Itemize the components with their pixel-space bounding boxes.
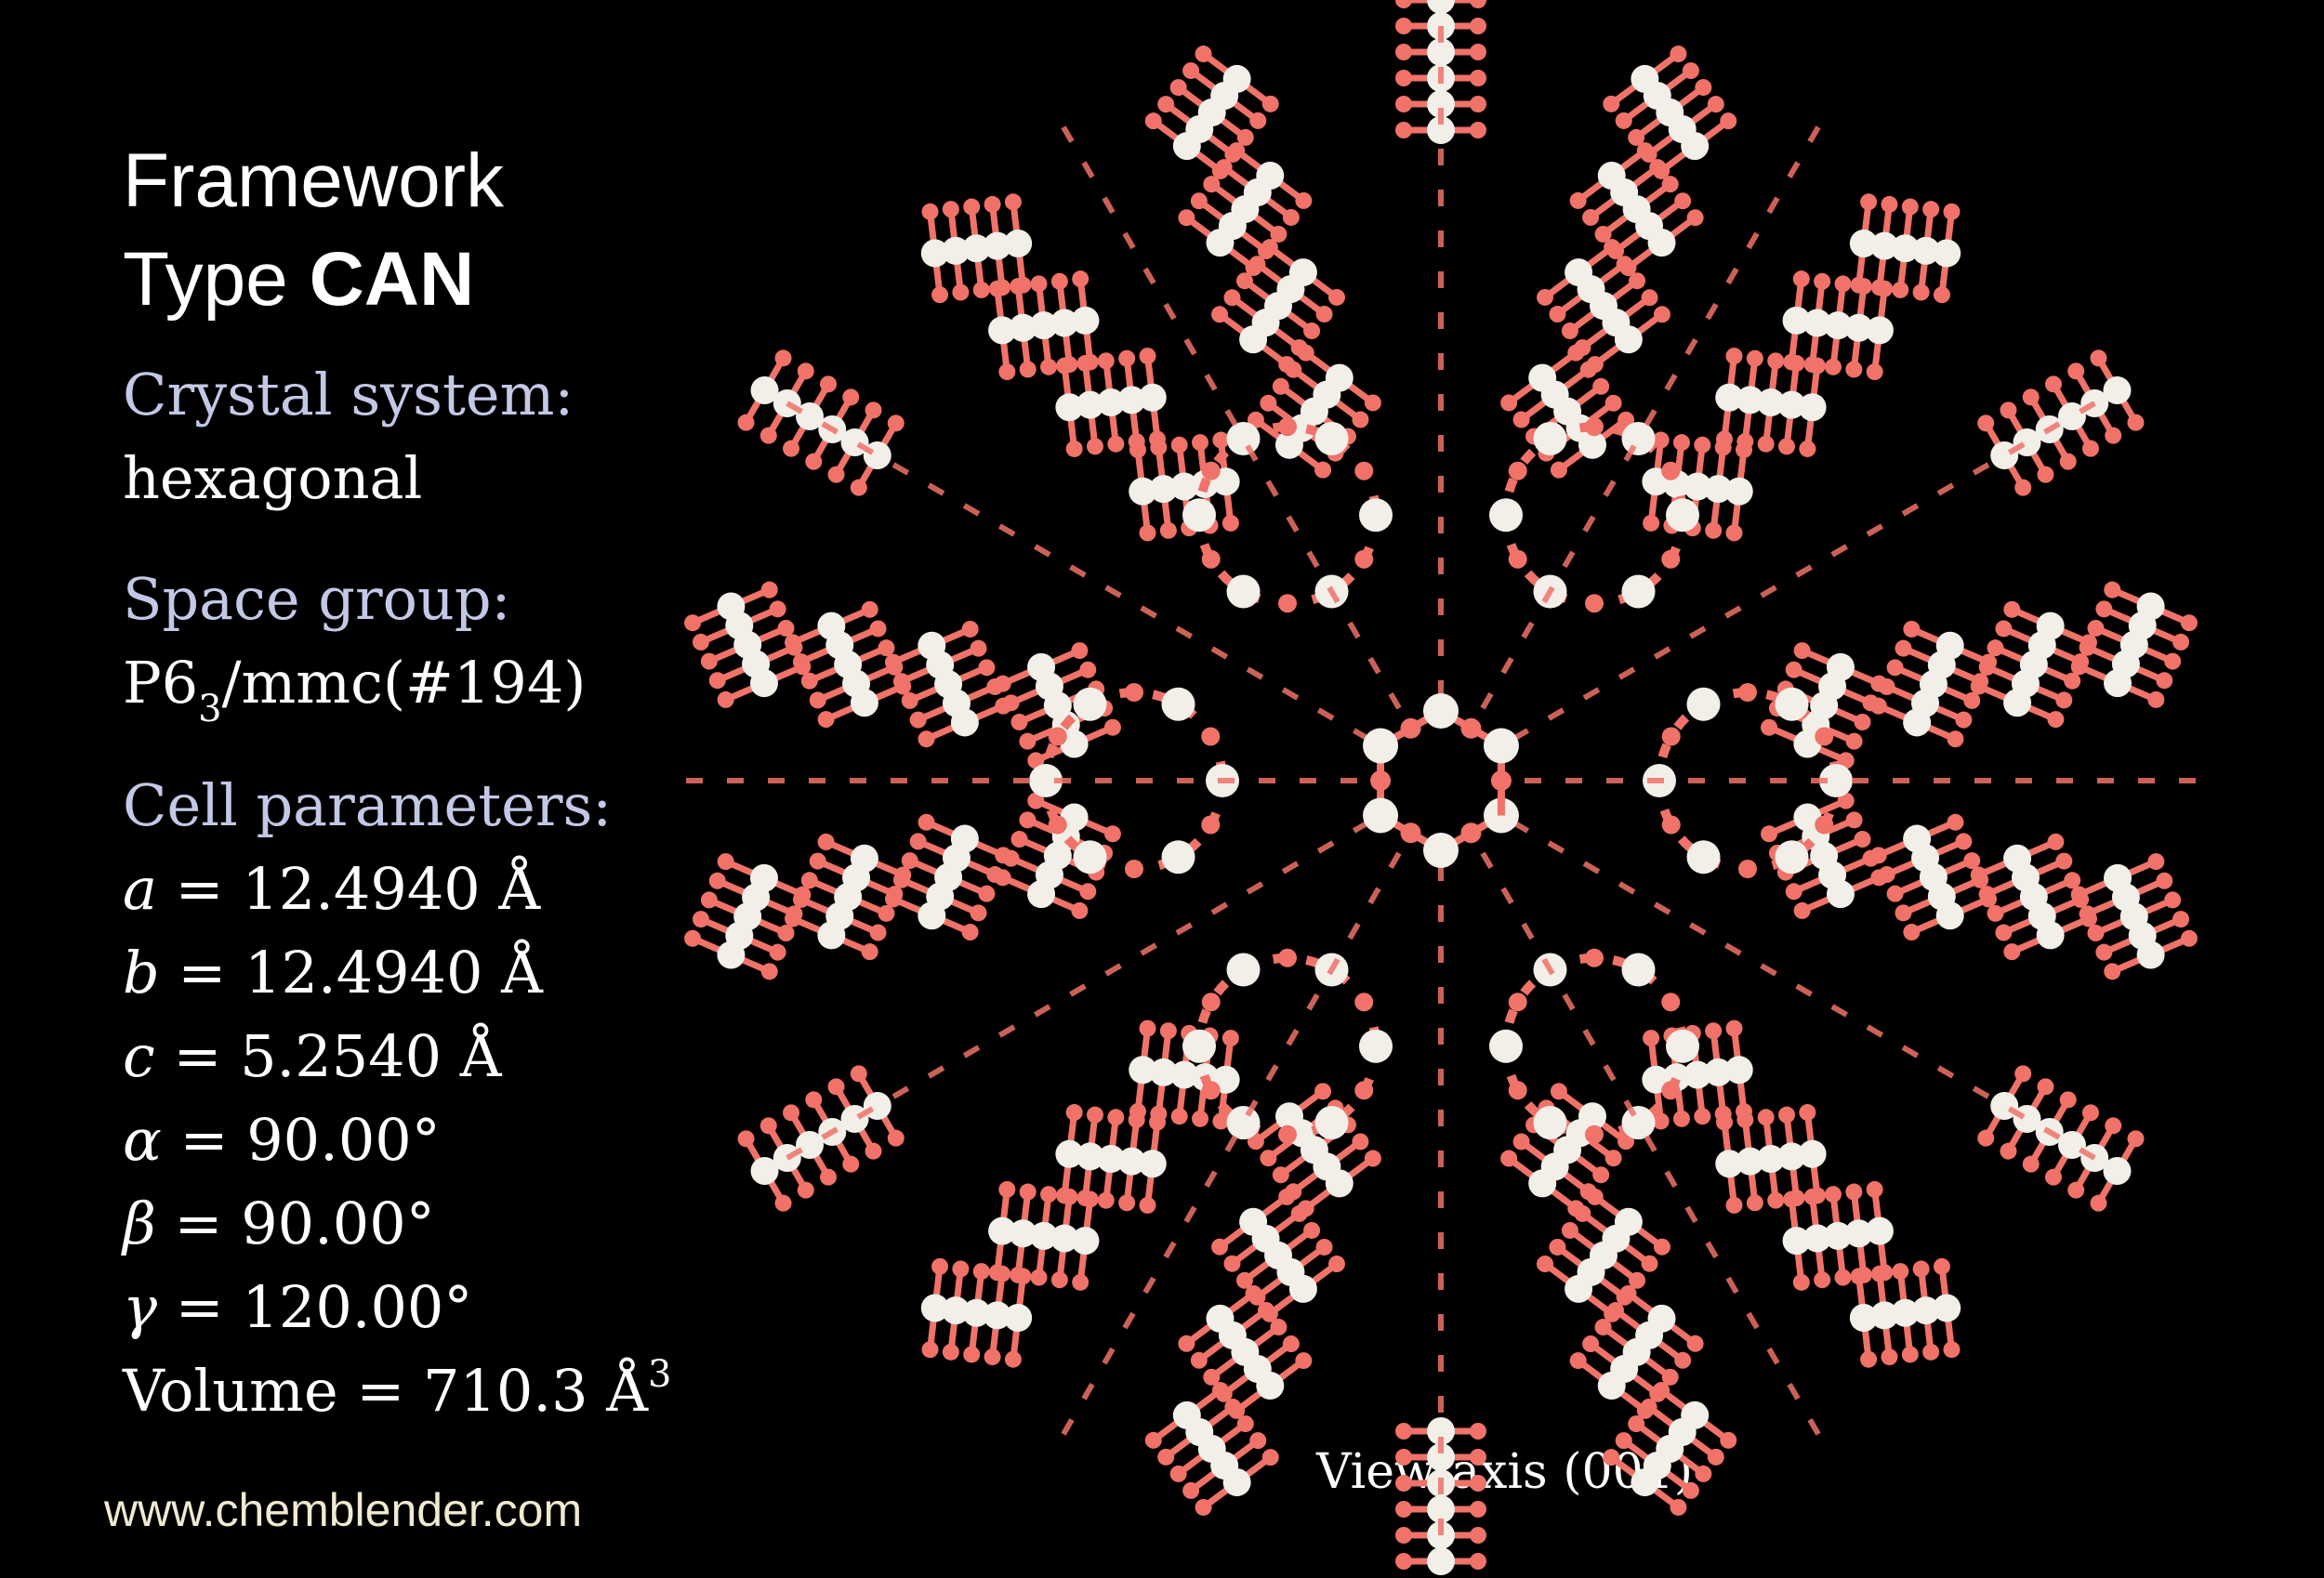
title-line-2: Type CAN (123, 230, 504, 329)
param-beta: β = 90.00° (123, 1182, 671, 1266)
param-alpha-value: = 90.00° (161, 1106, 441, 1174)
space-group-value: P63/mmc(#194) (123, 641, 586, 732)
param-a-symbol: a (123, 855, 157, 923)
param-gamma-symbol: γ (123, 1273, 158, 1341)
cell-parameters-label: Cell parameters: (123, 771, 613, 839)
space-group-main: P6 (123, 649, 199, 717)
param-alpha: α = 90.00° (123, 1098, 671, 1182)
param-volume: Volume = 710.3 Å3 (123, 1349, 671, 1440)
param-volume-value: Volume = 710.3 Å (123, 1357, 648, 1425)
crystal-system-block: Crystal system: hexagonal (123, 353, 574, 520)
param-gamma-value: = 120.00° (157, 1273, 473, 1341)
cell-parameters-block: Cell parameters: a = 12.4940 Å b = 12.49… (123, 764, 671, 1440)
param-gamma: γ = 120.00° (123, 1266, 671, 1349)
website-url: www.chemblender.com (104, 1484, 583, 1536)
param-a: a = 12.4940 Å (123, 848, 671, 931)
crystal-system-label: Crystal system: (123, 361, 574, 428)
framework-title: Framework Type CAN (123, 132, 504, 329)
framework-code: CAN (309, 237, 475, 322)
param-volume-superscript: 3 (648, 1353, 672, 1396)
param-c: c = 5.2540 Å (123, 1015, 671, 1098)
space-group-block: Space group: P63/mmc(#194) (123, 558, 586, 732)
crystal-system-value: hexagonal (123, 444, 423, 512)
param-alpha-symbol: α (123, 1106, 162, 1174)
param-beta-symbol: β (123, 1190, 156, 1257)
title-type-word: Type (123, 237, 288, 322)
param-a-value: = 12.4940 Å (156, 855, 541, 923)
title-line-1: Framework (123, 138, 505, 223)
space-group-label: Space group: (123, 565, 511, 633)
param-c-value: = 5.2540 Å (154, 1022, 502, 1090)
space-group-rest: /mmc(#194) (221, 649, 587, 717)
param-b-value: = 12.4940 Å (159, 939, 543, 1006)
space-group-subscript: 3 (198, 688, 222, 730)
param-b-symbol: b (123, 939, 160, 1006)
param-c-symbol: c (123, 1022, 155, 1090)
param-beta-value: = 90.00° (155, 1190, 435, 1257)
param-b: b = 12.4940 Å (123, 931, 671, 1015)
